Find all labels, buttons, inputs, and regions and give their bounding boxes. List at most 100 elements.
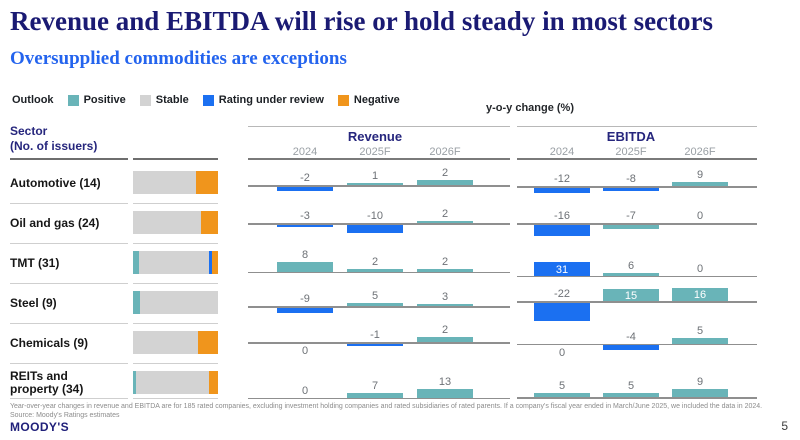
bar-value-label: 1 — [371, 169, 379, 182]
revenue-chart: -2 1 2 — [248, 163, 510, 203]
outlook-segment-negative — [195, 171, 218, 194]
ebitda-chart: 31 6 0 — [517, 243, 757, 283]
bar — [347, 182, 403, 185]
bar-value-label: -4 — [626, 330, 636, 343]
bar-value-label: 0 — [301, 345, 309, 358]
chart-baseline — [248, 342, 510, 344]
revenue-header-rule — [248, 158, 510, 160]
chart-baseline — [248, 185, 510, 187]
bar — [277, 224, 333, 227]
revenue-section-header: Revenue — [347, 129, 403, 144]
outlook-segment-positive — [133, 371, 136, 394]
year-col-label: 2025F — [615, 146, 647, 158]
sector-label: REITs and property (34) — [10, 369, 84, 396]
outlook-segment-stable — [133, 171, 196, 194]
ebitda-chart: 0 -4 5 — [517, 323, 757, 363]
bar — [347, 392, 403, 398]
outlook-bar — [133, 171, 218, 194]
sector-label: Automotive (14) — [10, 175, 101, 190]
chart-baseline — [248, 397, 510, 400]
ebitda-chart: -16 -7 0 — [517, 203, 757, 243]
bar — [672, 388, 728, 397]
bar-value-label: 0 — [301, 384, 309, 397]
outlook-legend: Outlook Positive Stable Rating under revie… — [12, 94, 400, 106]
sector-label: Chemicals (9) — [10, 335, 89, 350]
row-separator — [133, 363, 218, 364]
bar — [534, 392, 590, 397]
bar-value-label: 0 — [696, 210, 704, 222]
row-separator — [10, 283, 128, 284]
legend-item-label: Rating under review — [218, 94, 324, 106]
row-separator — [133, 243, 218, 244]
bar — [603, 187, 659, 192]
revenue-chart: -9 5 3 — [248, 283, 510, 323]
bar-value-label: 2 — [441, 208, 449, 220]
bar-value-label: 8 — [301, 248, 309, 261]
bar-value-label: -2 — [300, 172, 310, 184]
ebitda-chart: -22 15 16 — [517, 283, 757, 323]
bar-value-label: -7 — [626, 210, 636, 222]
bar-value-label: 16 — [693, 289, 707, 302]
bar-value-label: 5 — [627, 379, 635, 392]
legend-item-label: Positive — [83, 94, 126, 106]
bar-value-label: 2 — [371, 256, 379, 269]
bar-value-label: 3 — [441, 291, 449, 304]
revenue-top-rule — [248, 126, 510, 127]
bar — [277, 186, 333, 192]
outlook-segment-positive — [133, 251, 139, 274]
legend-title: Outlook — [12, 94, 54, 106]
row-separator — [10, 323, 128, 324]
footnote-text: Year-over-year changes in revenue and EB… — [10, 403, 763, 410]
bar-value-label: 0 — [696, 262, 704, 275]
row-separator — [10, 363, 128, 364]
revenue-chart: 0 -1 2 — [248, 323, 510, 363]
sector-header-line1: Sector — [10, 124, 48, 138]
bar — [603, 289, 659, 302]
bar — [534, 302, 590, 321]
outlook-bar — [133, 331, 218, 354]
footnote-source: Source: Moody's Ratings estimates — [10, 412, 120, 419]
ebitda-chart: -12 -8 9 — [517, 163, 757, 203]
page-title: Revenue and EBITDA will rise or hold ste… — [10, 6, 714, 36]
chart-baseline — [517, 343, 757, 346]
outlook-segment-review — [209, 251, 213, 274]
bar — [603, 345, 659, 350]
row-separator — [10, 203, 128, 204]
chart-baseline — [248, 271, 510, 274]
page-number: 5 — [781, 419, 788, 433]
bar-value-label: -12 — [554, 173, 570, 186]
row-separator — [10, 398, 128, 399]
bar-value-label: -16 — [554, 210, 570, 222]
outlook-segment-stable — [139, 291, 218, 314]
bar — [672, 182, 728, 187]
sector-label: TMT (31) — [10, 255, 60, 270]
legend-item-label: Negative — [353, 94, 400, 106]
chart-baseline — [517, 301, 757, 303]
bar-value-label: 15 — [624, 289, 638, 302]
outlook-bar — [133, 371, 218, 394]
bar — [603, 392, 659, 397]
bar-value-label: 9 — [696, 375, 704, 388]
bar-value-label: -1 — [370, 329, 380, 342]
bar-value-label: 13 — [438, 375, 452, 388]
bar — [347, 269, 403, 272]
bar — [603, 224, 659, 230]
bar — [417, 180, 473, 185]
outlook-segment-stable — [133, 211, 201, 234]
outlook-segment-negative — [212, 251, 218, 274]
bar — [277, 261, 333, 272]
year-col-label: 2026F — [429, 146, 461, 158]
bar-value-label: 2 — [441, 167, 449, 180]
row-separator — [133, 203, 218, 204]
outlook-header-rule — [133, 158, 218, 160]
chart-baseline — [517, 223, 757, 225]
row-separator — [10, 243, 128, 244]
legend-item: Negative — [337, 94, 400, 106]
bar — [534, 262, 590, 276]
outlook-bar — [133, 291, 218, 314]
sector-label: Steel (9) — [10, 295, 57, 310]
bar-value-label: 7 — [371, 379, 379, 392]
legend-swatch-icon — [67, 94, 79, 106]
outlook-segment-stable — [138, 251, 210, 274]
outlook-segment-negative — [201, 211, 218, 234]
